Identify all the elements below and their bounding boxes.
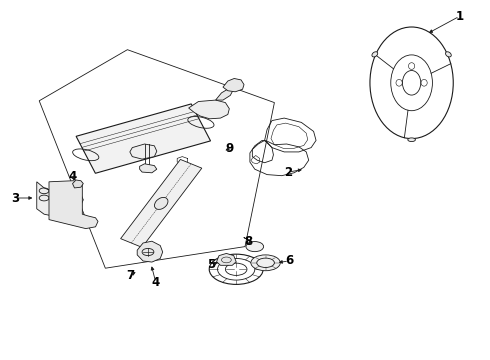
Polygon shape [217, 253, 236, 265]
Polygon shape [49, 181, 98, 229]
Polygon shape [130, 144, 157, 159]
Text: 2: 2 [284, 166, 292, 179]
Polygon shape [223, 78, 244, 92]
Polygon shape [73, 180, 83, 188]
Text: 4: 4 [69, 170, 76, 183]
Polygon shape [137, 241, 163, 262]
Polygon shape [140, 164, 157, 173]
Ellipse shape [408, 138, 416, 141]
Text: 6: 6 [285, 255, 293, 267]
Ellipse shape [251, 255, 280, 271]
Ellipse shape [372, 52, 378, 57]
Text: 7: 7 [126, 269, 134, 282]
Text: 9: 9 [225, 142, 233, 155]
Text: 4: 4 [152, 276, 160, 289]
Text: 1: 1 [456, 10, 464, 23]
Polygon shape [121, 159, 202, 247]
Polygon shape [216, 88, 233, 100]
Polygon shape [189, 100, 229, 119]
Ellipse shape [154, 197, 168, 210]
Text: 5: 5 [208, 258, 216, 271]
Text: 8: 8 [244, 235, 252, 248]
Ellipse shape [445, 52, 451, 57]
Polygon shape [37, 182, 83, 216]
Text: 3: 3 [12, 192, 20, 204]
Polygon shape [76, 104, 211, 173]
Ellipse shape [246, 242, 264, 252]
